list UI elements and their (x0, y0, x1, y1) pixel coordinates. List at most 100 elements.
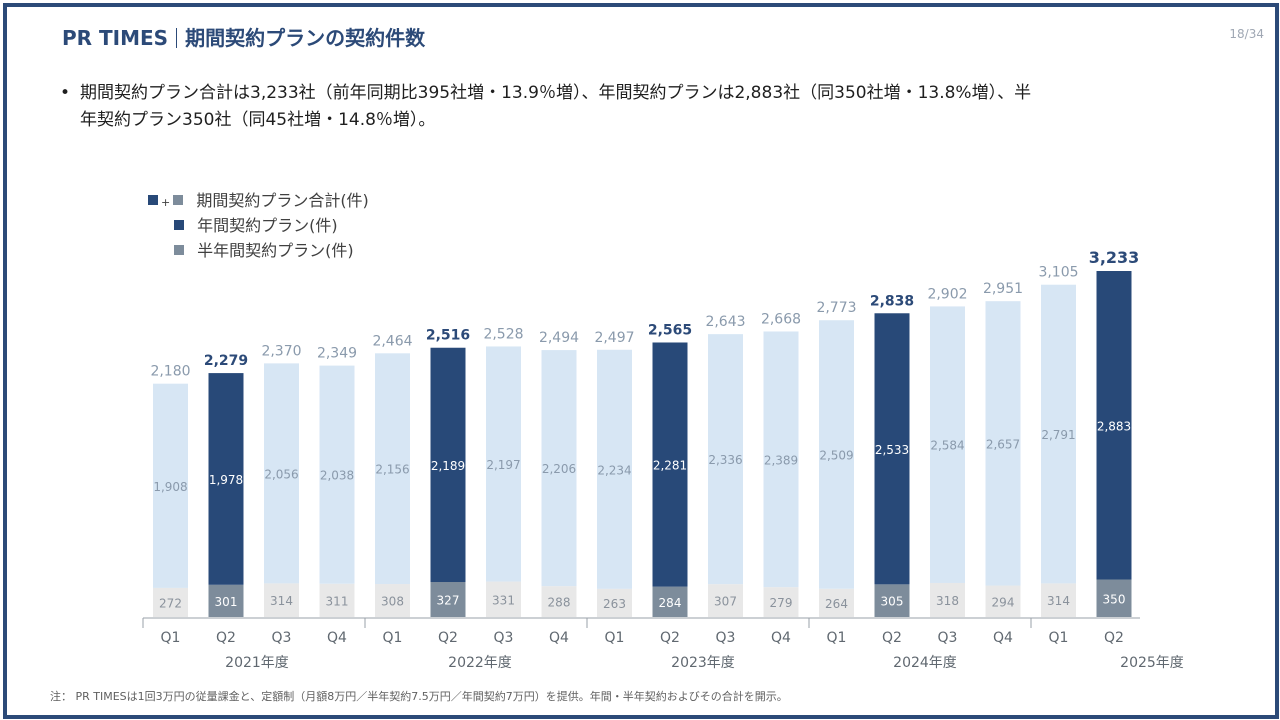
label-half-17: 314 (1047, 594, 1070, 608)
slide-frame (3, 3, 1279, 719)
label-annual-8: 2,206 (542, 462, 576, 476)
label-annual-17: 2,791 (1041, 428, 1075, 442)
label-total-11: 2,643 (705, 314, 745, 330)
label-total-10: 2,565 (648, 322, 692, 338)
bar-annual-15 (930, 306, 965, 583)
label-half-6: 327 (437, 594, 460, 608)
label-total-14: 2,838 (870, 293, 914, 309)
bar-half-6 (430, 582, 466, 617)
bar-annual-10 (652, 342, 688, 587)
legend-swatch-half-2 (174, 245, 184, 255)
label-annual-5: 2,156 (375, 463, 409, 477)
tick-quarter-5: Q1 (383, 630, 403, 646)
label-half-1: 272 (159, 596, 182, 610)
slide-title: 期間契約プランの契約件数 (185, 26, 426, 50)
bar-half-12 (763, 587, 799, 617)
tick-year-1: 2021年度 (225, 655, 289, 671)
label-half-2: 301 (215, 595, 238, 609)
label-total-8: 2,494 (539, 330, 579, 346)
label-total-7: 2,528 (483, 326, 523, 342)
tick-quarter-11: Q3 (716, 630, 736, 646)
label-total-9: 2,497 (594, 330, 634, 346)
bar-annual-12 (763, 331, 799, 588)
header-divider (176, 28, 178, 48)
legend-swatch-half (173, 195, 184, 205)
bar-half-3 (264, 583, 299, 617)
label-total-13: 2,773 (816, 300, 856, 316)
label-annual-3: 2,056 (264, 467, 298, 481)
label-annual-6: 2,189 (431, 459, 465, 473)
tick-quarter-14: Q2 (882, 630, 902, 646)
bar-annual-16 (985, 301, 1021, 586)
label-half-12: 279 (770, 596, 793, 610)
bar-half-17 (1041, 583, 1076, 617)
bar-half-13 (819, 588, 854, 617)
label-total-5: 2,464 (372, 333, 412, 349)
tick-year-2: 2022年度 (448, 655, 512, 671)
label-total-6: 2,516 (426, 328, 470, 344)
legend-item-annual: 年間契約プラン(件) (174, 212, 338, 236)
bar-annual-8 (541, 350, 577, 587)
tick-quarter-8: Q4 (549, 630, 569, 646)
bar-annual-11 (708, 334, 743, 585)
bar-half-15 (930, 582, 965, 617)
label-total-4: 2,349 (317, 346, 357, 362)
label-half-8: 288 (548, 596, 571, 610)
tick-quarter-4: Q4 (327, 630, 347, 646)
bar-half-5 (375, 584, 410, 617)
bar-half-9 (597, 588, 632, 617)
label-annual-4: 2,038 (320, 469, 354, 483)
label-half-18: 350 (1103, 592, 1126, 606)
tick-quarter-2: Q2 (216, 630, 236, 646)
label-total-12: 2,668 (761, 311, 801, 327)
label-total-1: 2,180 (150, 364, 190, 380)
label-total-18: 3,233 (1089, 248, 1140, 267)
label-half-15: 318 (936, 594, 959, 608)
label-annual-1: 1,908 (153, 480, 187, 494)
bullet-dot: • (60, 83, 71, 103)
bar-half-4 (319, 583, 355, 617)
label-half-14: 305 (881, 595, 904, 609)
label-annual-10: 2,281 (653, 459, 687, 473)
label-total-15: 2,902 (927, 286, 967, 302)
label-annual-7: 2,197 (486, 458, 520, 472)
bullet-line-1: 期間契約プラン合計は3,233社（前年同期比395社増・13.9％増）、年間契約… (80, 83, 1032, 103)
label-half-11: 307 (714, 595, 737, 609)
label-annual-18: 2,883 (1097, 419, 1131, 433)
label-half-16: 294 (992, 595, 1015, 609)
label-annual-11: 2,336 (708, 453, 742, 467)
tick-quarter-3: Q3 (272, 630, 292, 646)
tick-quarter-12: Q4 (771, 630, 791, 646)
tick-quarter-17: Q1 (1049, 630, 1069, 646)
bar-half-18 (1096, 579, 1132, 617)
legend-item-total: + 期間契約プラン合計(件) (148, 187, 369, 211)
bar-annual-1 (153, 383, 188, 588)
bar-annual-13 (819, 320, 854, 589)
bar-half-1 (153, 587, 188, 617)
legend-swatch-annual (148, 195, 158, 205)
bar-annual-14 (874, 313, 910, 585)
bar-half-2 (208, 584, 244, 617)
slide-header: PR TIMES 期間契約プランの契約件数 (62, 22, 425, 50)
legend-swatch-annual-2 (174, 220, 184, 230)
legend-label-total: 期間契約プラン合計(件) (196, 191, 369, 210)
label-half-3: 314 (270, 594, 293, 608)
bar-annual-18 (1096, 271, 1132, 580)
bar-half-11 (708, 584, 743, 617)
tick-quarter-10: Q2 (660, 630, 680, 646)
label-half-13: 264 (825, 597, 848, 611)
tick-quarter-18: Q2 (1104, 630, 1124, 646)
label-annual-2: 1,978 (209, 473, 243, 487)
bar-half-7 (486, 581, 521, 617)
bar-half-16 (985, 585, 1021, 617)
bar-annual-2 (208, 373, 244, 585)
tick-quarter-13: Q1 (827, 630, 847, 646)
bar-annual-17 (1041, 284, 1076, 584)
legend-label-half: 半年間契約プラン(件) (197, 241, 354, 260)
page-number: 18/34 (1229, 27, 1264, 41)
tick-quarter-6: Q2 (438, 630, 458, 646)
summary-bullet: • 期間契約プラン合計は3,233社（前年同期比395社増・13.9％増）、年間… (60, 80, 1240, 134)
brand-name: PR TIMES (62, 26, 169, 50)
tick-year-5: 2025年度 (1120, 655, 1184, 671)
legend-item-half: 半年間契約プラン(件) (174, 237, 354, 261)
